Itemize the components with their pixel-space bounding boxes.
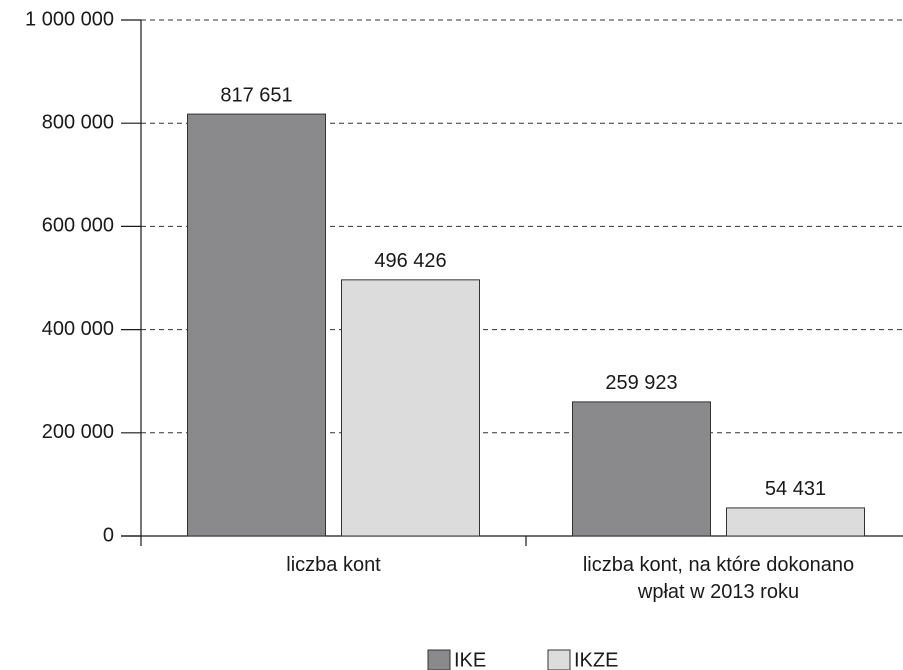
y-tick-label: 200 000 (42, 421, 114, 443)
bar (572, 401, 711, 537)
y-tick-label: 0 (103, 524, 114, 546)
y-tick-label: 600 000 (42, 215, 114, 237)
bar (341, 279, 480, 537)
legend-label: IKE (454, 649, 486, 670)
x-tick-label: liczba kont (286, 554, 381, 576)
value-label: 54 431 (765, 478, 826, 500)
bar (187, 113, 326, 537)
value-label: 496 426 (374, 250, 446, 272)
bar (726, 507, 865, 537)
y-tick-label: 800 000 (42, 111, 114, 133)
value-label: 817 651 (220, 84, 292, 106)
x-tick-label: liczba kont, na które dokonano wpłat w 2… (582, 554, 855, 603)
legend-swatch (427, 649, 451, 670)
legend-label: IKZE (574, 649, 618, 670)
value-label: 259 923 (605, 372, 677, 394)
legend-swatch (547, 649, 571, 670)
y-tick-label: 400 000 (42, 318, 114, 340)
y-tick-label: 1 000 000 (25, 8, 114, 30)
